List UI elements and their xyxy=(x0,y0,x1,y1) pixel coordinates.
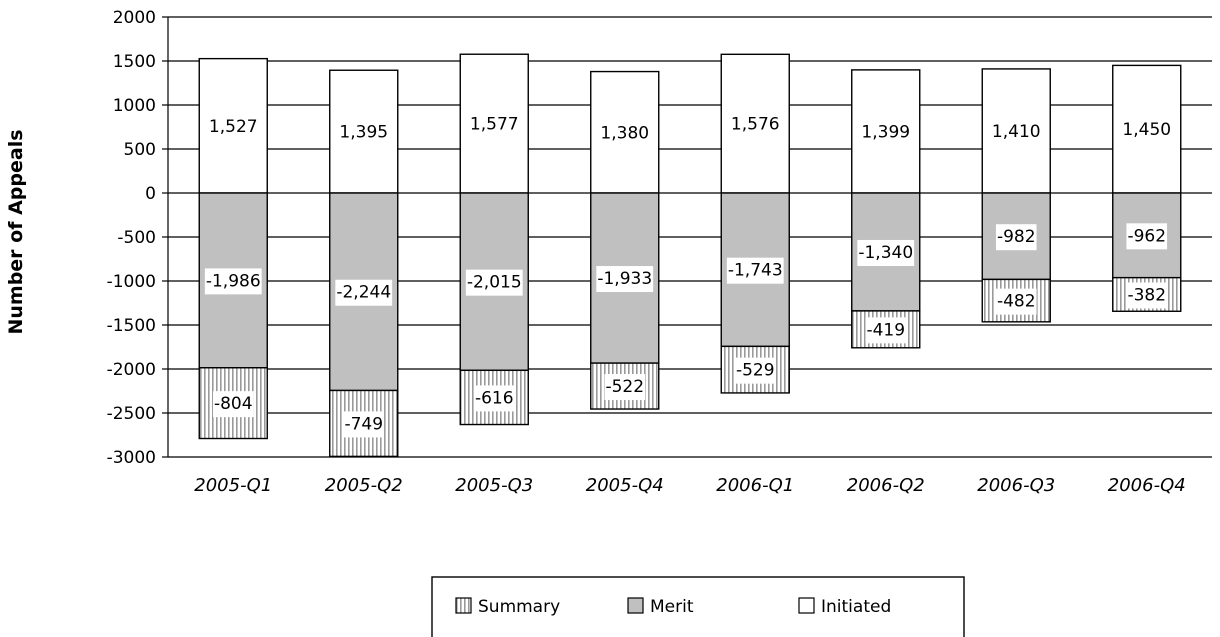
data-label-bg xyxy=(1121,117,1173,144)
y-tick-label: 0 xyxy=(145,184,156,204)
data-label-bg xyxy=(995,288,1037,315)
y-tick-label: -3000 xyxy=(107,448,156,468)
data-label: -1,933 xyxy=(597,269,652,289)
data-label: -382 xyxy=(1127,285,1166,305)
x-tick-label: 2005-Q2 xyxy=(325,475,403,496)
legend: Summary Merit Initiated xyxy=(431,576,965,637)
data-label-bg xyxy=(335,279,393,306)
legend-box xyxy=(431,576,965,637)
data-label: 1,577 xyxy=(470,115,519,135)
data-label-bg xyxy=(207,113,259,140)
gridlines xyxy=(168,16,1212,458)
data-label: -529 xyxy=(736,361,775,381)
legend-label-summary: Summary xyxy=(478,597,560,617)
data-label: -522 xyxy=(605,377,644,397)
data-label: -1,986 xyxy=(206,271,261,291)
data-label: -749 xyxy=(344,414,383,434)
y-axis: 2000 1500 1000 500 0 -500 -1000 -1500 -2000 -2500… xyxy=(107,8,169,468)
legend-label-initiated: Initiated xyxy=(821,597,891,617)
y-tick-label: 1500 xyxy=(113,52,156,72)
data-label-bg xyxy=(995,224,1037,251)
y-tick-label: -2500 xyxy=(107,404,156,424)
data-label: 1,410 xyxy=(992,122,1041,142)
data-label-bg xyxy=(604,374,646,401)
data-label-bg xyxy=(1126,223,1168,250)
data-label: 1,576 xyxy=(731,115,780,135)
x-tick-label: 2006-Q4 xyxy=(1108,475,1186,496)
data-label-bg xyxy=(734,357,776,384)
data-label-bg xyxy=(729,111,781,138)
bar-summary xyxy=(981,278,1051,323)
x-axis: 2005-Q1 2005-Q2 2005-Q3 2005-Q4 2006-Q1 2006-… xyxy=(194,475,1185,496)
data-label-bg xyxy=(596,266,654,293)
bars xyxy=(198,53,1182,458)
x-tick-label: 2005-Q4 xyxy=(586,475,664,496)
x-tick-label: 2006-Q2 xyxy=(847,475,925,496)
x-tick-label: 2006-Q3 xyxy=(977,475,1055,496)
data-label: -982 xyxy=(997,227,1036,247)
data-label-bg xyxy=(212,391,254,418)
legend-label-merit: Merit xyxy=(650,597,694,617)
legend-swatch-initiated xyxy=(798,597,815,614)
data-label-bg xyxy=(473,385,515,412)
y-tick-label: -1500 xyxy=(107,316,156,336)
data-label: 1,395 xyxy=(339,123,388,143)
y-tick-label: 2000 xyxy=(113,8,156,28)
data-label: 1,450 xyxy=(1122,120,1171,140)
y-tick-label: 1000 xyxy=(113,96,156,116)
y-tick-label: -2000 xyxy=(107,360,156,380)
data-label-bg xyxy=(865,317,907,344)
data-label: 1,380 xyxy=(600,123,649,143)
legend-swatch-summary xyxy=(455,597,472,614)
data-label-bg xyxy=(857,239,915,266)
x-tick-label: 2005-Q1 xyxy=(194,475,272,496)
data-label: -962 xyxy=(1127,226,1166,246)
data-label: -804 xyxy=(214,394,253,414)
data-label-bg xyxy=(860,119,912,146)
legend-swatch-merit xyxy=(627,597,644,614)
y-axis-label: Number of Appeals xyxy=(5,129,27,334)
data-label-bg xyxy=(465,269,523,296)
data-label: -2,244 xyxy=(336,283,391,303)
data-label-bg xyxy=(726,257,784,284)
x-tick-label: 2006-Q1 xyxy=(716,475,794,496)
data-label: -616 xyxy=(475,388,514,408)
data-label-bg xyxy=(343,411,385,438)
data-label: -1,340 xyxy=(858,243,913,263)
data-label-bg xyxy=(599,120,651,147)
data-label: -419 xyxy=(866,320,905,340)
data-label-bg xyxy=(468,111,520,138)
data-label-bg xyxy=(990,118,1042,145)
data-labels: 1,527 -1,986 -804 1,395 -2,244 -749 1,577 -2,01… xyxy=(204,111,1173,438)
data-label: 1,527 xyxy=(209,117,258,137)
data-label: 1,399 xyxy=(861,122,910,142)
data-label: -2,015 xyxy=(467,273,522,293)
y-tick-label: -500 xyxy=(117,228,156,248)
x-tick-label: 2005-Q3 xyxy=(455,475,533,496)
data-label: -1,743 xyxy=(728,261,783,281)
data-label-bg xyxy=(338,119,390,146)
y-tick-label: 500 xyxy=(124,140,156,160)
y-tick-label: -1000 xyxy=(107,272,156,292)
data-label: -482 xyxy=(997,292,1036,312)
data-label-bg xyxy=(204,268,262,295)
data-label-bg xyxy=(1126,282,1168,309)
